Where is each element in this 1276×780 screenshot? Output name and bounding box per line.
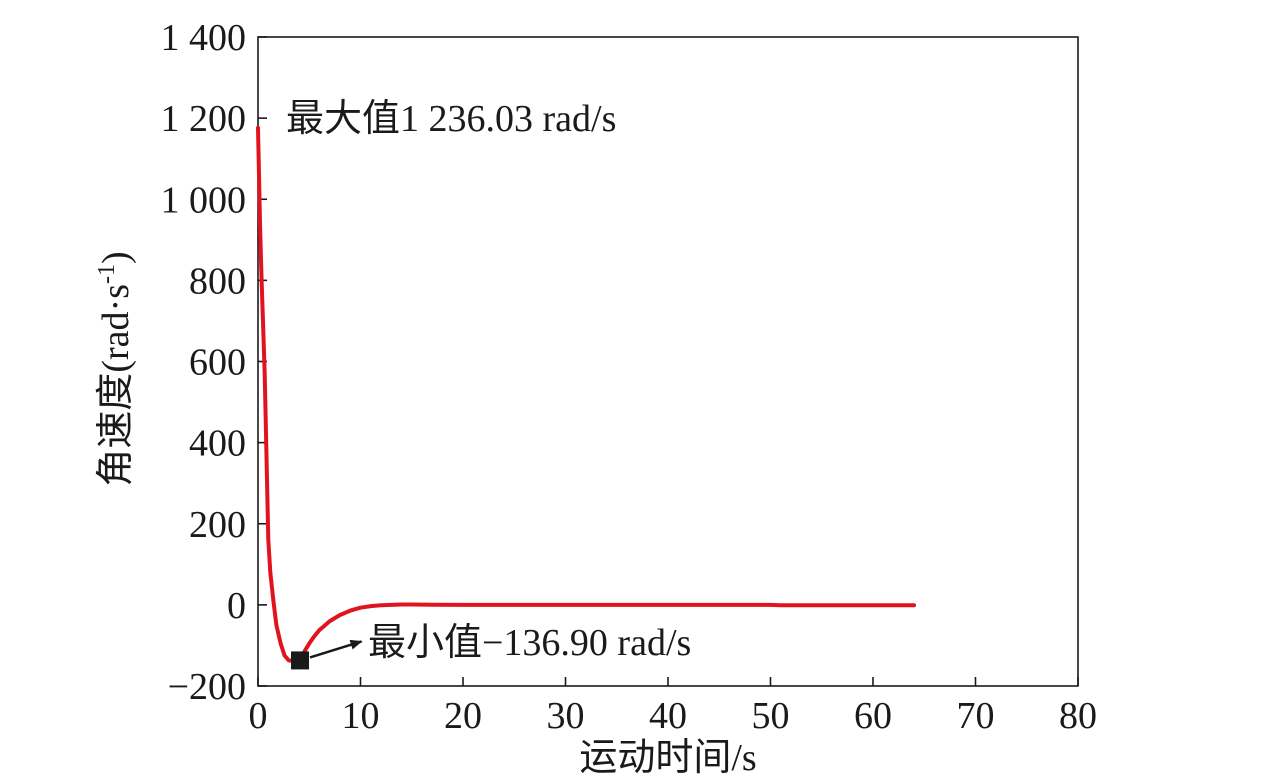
x-tick-label: 30	[547, 695, 585, 737]
x-tick-label: 80	[1059, 695, 1097, 737]
x-tick-label: 0	[249, 695, 268, 737]
y-tick-label: −200	[168, 666, 246, 708]
x-tick-label: 20	[444, 695, 482, 737]
x-tick-label: 70	[957, 695, 995, 737]
x-tick-label: 50	[752, 695, 790, 737]
x-tick-label: 40	[649, 695, 687, 737]
y-axis-ticks: −200 0 200 400 600 800 1 000 1 200 1 400	[161, 17, 267, 708]
min-point-marker	[291, 651, 310, 670]
y-tick-label: 600	[189, 342, 246, 384]
y-axis-title-close: )	[95, 251, 137, 264]
x-tick-label: 10	[342, 695, 380, 737]
x-axis-ticks: 0 10 20 30 40 50 60 70 80	[249, 677, 1097, 737]
y-tick-label: 400	[189, 423, 246, 465]
x-axis-title: 运动时间/s	[579, 737, 756, 779]
y-axis-title: 角速度(rad·s-1)	[94, 251, 137, 486]
y-tick-label: 0	[227, 585, 246, 627]
x-tick-label: 60	[854, 695, 892, 737]
y-tick-label: 200	[189, 504, 246, 546]
y-axis-title-main: 角速度(rad·s	[95, 284, 137, 487]
series-line-angular-velocity	[256, 125, 916, 663]
max-value-annotation: 最大值1 236.03 rad/s	[286, 98, 616, 140]
min-annotation-arrow	[309, 639, 363, 659]
min-value-annotation: 最小值−136.90 rad/s	[368, 622, 691, 664]
y-tick-label: 1 400	[161, 17, 247, 59]
y-tick-label: 1 200	[161, 98, 247, 140]
y-tick-label: 1 000	[161, 179, 247, 221]
y-axis-title-superscript: -1	[94, 264, 120, 284]
y-tick-label: 800	[189, 260, 246, 302]
